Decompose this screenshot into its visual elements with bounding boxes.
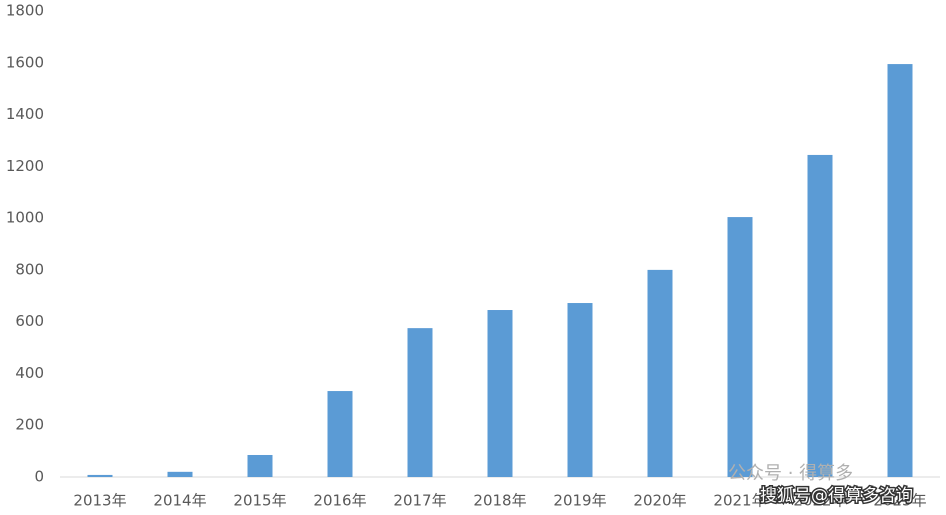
x-tick-label: 2017年: [393, 492, 446, 510]
y-tick-label: 1800: [6, 2, 44, 20]
y-tick-label: 400: [15, 364, 44, 382]
y-tick-label: 1400: [6, 105, 44, 123]
y-tick-label: 1200: [6, 157, 44, 175]
bar: [327, 391, 353, 477]
x-tick-label: 2014年: [153, 492, 206, 510]
x-tick-label: 2018年: [473, 492, 526, 510]
bar: [407, 328, 433, 477]
bar: [247, 454, 273, 477]
bar: [567, 303, 593, 477]
watermark: 搜狐号@得算多咨询: [760, 486, 913, 506]
x-tick-label: 2019年: [553, 492, 606, 510]
x-tick-label: 2013年: [73, 492, 126, 510]
bar: [487, 310, 513, 477]
x-tick-label: 2023年: [873, 492, 926, 510]
bar: [87, 474, 113, 477]
x-tick-label: 2015年: [233, 492, 286, 510]
bar: [807, 154, 833, 478]
y-tick-label: 600: [15, 312, 44, 330]
x-tick-label: 2021年: [713, 492, 766, 510]
x-tick-label: 2016年: [313, 492, 366, 510]
y-tick-label: 0: [34, 468, 44, 486]
x-tick-label: 2022年: [793, 492, 846, 510]
y-tick-label: 800: [15, 260, 44, 278]
watermark: 公众号 · 得算多: [728, 463, 853, 484]
x-tick-label: 2020年: [633, 492, 686, 510]
bar: [887, 64, 913, 478]
y-tick-label: 200: [15, 416, 44, 434]
bar: [647, 269, 673, 477]
bar: [167, 471, 193, 477]
y-tick-label: 1600: [6, 53, 44, 71]
bar: [727, 217, 753, 477]
y-tick-label: 1000: [6, 209, 44, 227]
